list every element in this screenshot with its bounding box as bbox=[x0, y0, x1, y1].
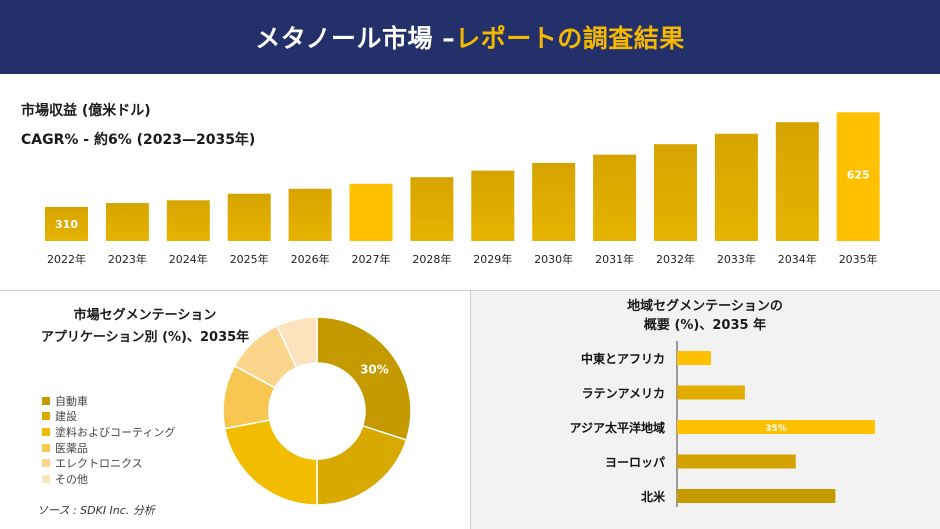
revenue-x-tick-label: 2034年 bbox=[778, 252, 817, 266]
header-title-accent: レポートの調査結果 bbox=[455, 24, 685, 53]
section-divider bbox=[0, 290, 940, 291]
region-chart-title: 地域セグメンテーションの 概要 (%)、2035 年 bbox=[540, 297, 870, 335]
revenue-x-tick-label: 2030年 bbox=[534, 252, 573, 266]
donut-slice bbox=[275, 316, 318, 369]
legend-swatch bbox=[42, 443, 50, 452]
region-title-line2: 概要 (%)、2035 年 bbox=[643, 318, 767, 333]
region-bar bbox=[677, 489, 836, 503]
legend-item: 塗料およびコーティング bbox=[42, 424, 175, 440]
revenue-data-label: 625 bbox=[847, 168, 870, 181]
revenue-bar bbox=[288, 188, 332, 241]
legend-item: 建設 bbox=[42, 409, 175, 425]
cagr-text: CAGR% - 約6% (2023—2035年) bbox=[21, 132, 256, 148]
source-note: ソース : SDKI Inc. 分析 bbox=[37, 504, 155, 517]
application-donut-chart: 30% bbox=[222, 316, 412, 506]
donut-data-label: 30% bbox=[360, 362, 389, 376]
donut-slice bbox=[316, 316, 412, 441]
region-category-label: ヨーロッパ bbox=[605, 456, 665, 470]
revenue-bar bbox=[105, 203, 149, 241]
revenue-x-tick-label: 2026年 bbox=[291, 252, 330, 266]
panel-divider bbox=[470, 291, 471, 529]
legend-swatch bbox=[42, 412, 50, 421]
legend-label: 自動車 bbox=[55, 394, 88, 408]
legend-label: 建設 bbox=[55, 410, 77, 424]
legend-swatch bbox=[42, 427, 50, 436]
revenue-bar bbox=[593, 154, 637, 241]
revenue-x-tick-label: 2022年 bbox=[47, 252, 86, 266]
revenue-bar bbox=[714, 133, 758, 241]
segment-legend: 自動車建設 塗料およびコーティング 医薬品エレクトロニクス その他 bbox=[42, 393, 175, 487]
revenue-x-tick-label: 2028年 bbox=[412, 252, 451, 266]
revenue-x-tick-label: 2031年 bbox=[595, 252, 634, 266]
revenue-bar bbox=[45, 206, 88, 241]
revenue-bar bbox=[410, 177, 454, 241]
region-bar bbox=[677, 351, 711, 365]
legend-item: その他 bbox=[42, 471, 175, 487]
legend-label: 塗料およびコーティング bbox=[55, 425, 176, 439]
legend-swatch bbox=[42, 396, 50, 405]
donut-slice bbox=[223, 419, 318, 506]
legend-swatch bbox=[42, 459, 50, 468]
revenue-bar bbox=[227, 193, 271, 241]
legend-label: 医薬品 bbox=[55, 441, 88, 455]
donut-slice bbox=[316, 424, 408, 506]
revenue-bar bbox=[836, 112, 880, 241]
report-header: メタノール市場 – レポートの調査結果 bbox=[0, 0, 940, 74]
revenue-x-tick-label: 2025年 bbox=[230, 252, 269, 266]
legend-label: その他 bbox=[55, 472, 88, 486]
region-category-label: 中東とアフリカ bbox=[581, 351, 665, 366]
region-category-label: ラテンアメリカ bbox=[582, 387, 665, 401]
region-title-line1: 地域セグメンテーションの bbox=[627, 299, 783, 314]
revenue-bar bbox=[532, 162, 576, 241]
legend-label: エレクトロニクス bbox=[55, 457, 143, 471]
segment-title-line1: 市場セグメンテーション bbox=[73, 308, 217, 323]
revenue-bar bbox=[654, 144, 697, 241]
region-data-label: 35% bbox=[765, 424, 787, 434]
segment-title-line2: アプリケーション別 (%)、2035年 bbox=[40, 330, 250, 345]
revenue-x-tick-label: 2032年 bbox=[656, 252, 695, 266]
legend-item: 自動車 bbox=[42, 393, 175, 409]
region-category-label: アジア太平洋地域 bbox=[569, 420, 665, 435]
revenue-bar bbox=[166, 200, 210, 241]
revenue-bar bbox=[349, 183, 393, 241]
revenue-x-tick-label: 2029年 bbox=[473, 252, 512, 266]
legend-swatch bbox=[42, 474, 50, 483]
region-category-label: 北米 bbox=[641, 489, 666, 504]
region-bar bbox=[677, 454, 796, 469]
revenue-x-tick-label: 2024年 bbox=[169, 252, 208, 266]
revenue-bar bbox=[775, 122, 819, 241]
revenue-bar-chart: 2022年 310 2023年 2024年 2025年 2026年 2027年 2028年 20… bbox=[45, 112, 880, 266]
revenue-x-tick-label: 2033年 bbox=[717, 252, 756, 266]
segment-chart-title: 市場セグメンテーション アプリケーション別 (%)、2035年 bbox=[0, 305, 290, 349]
revenue-chart-title: 市場収益 (億米ドル) bbox=[21, 103, 151, 119]
revenue-x-tick-label: 2027年 bbox=[352, 252, 391, 266]
revenue-x-tick-label: 2035年 bbox=[839, 252, 878, 266]
revenue-x-tick-label: 2023年 bbox=[108, 252, 147, 266]
revenue-data-label: 310 bbox=[55, 218, 78, 231]
region-bar bbox=[677, 385, 745, 400]
legend-item: 医薬品 bbox=[42, 440, 175, 456]
legend-item: エレクトロニクス bbox=[42, 455, 175, 471]
revenue-bar bbox=[471, 170, 515, 241]
region-bar bbox=[677, 420, 875, 434]
header-title: メタノール市場 – bbox=[255, 24, 456, 53]
